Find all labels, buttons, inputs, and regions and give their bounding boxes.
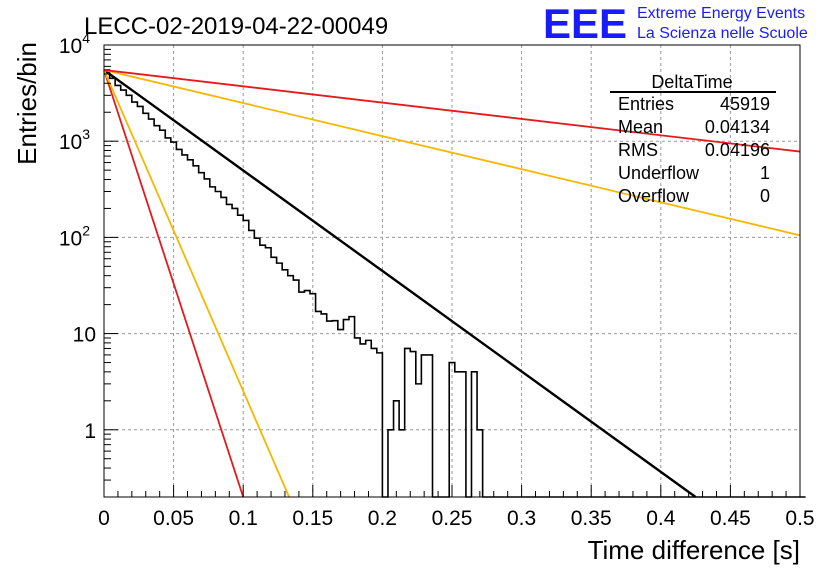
x-tick-labels: 0 0.05 0.1 0.15 0.2 0.25 0.3 0.35 0.4 0.45 0.5 xyxy=(98,507,814,530)
x-axis-label: Time difference [s] xyxy=(588,535,800,565)
fit-line xyxy=(103,69,290,498)
y-tick-exponent: 3 xyxy=(82,126,90,142)
stats-value: 1 xyxy=(760,163,770,183)
grid xyxy=(104,45,800,497)
y-tick-label: 103 xyxy=(59,126,90,154)
fit-line xyxy=(103,69,245,498)
y-tick-label: 1 xyxy=(84,420,96,443)
x-tick-label: 0.25 xyxy=(432,507,473,530)
fit-lines xyxy=(103,69,801,498)
y-tick-base: 1 xyxy=(84,420,96,443)
y-tick-base: 10 xyxy=(59,131,82,154)
logo-line-1: Extreme Energy Events xyxy=(637,5,805,22)
y-tick-label: 10 xyxy=(73,324,96,347)
x-tick-label: 0.05 xyxy=(153,507,194,530)
eee-logo-mark: EEE xyxy=(543,0,627,47)
stats-value: 0.04196 xyxy=(705,140,770,160)
y-axis-label: Entries/bin xyxy=(12,42,42,165)
stats-label: Mean xyxy=(618,117,663,137)
x-tick-label: 0.35 xyxy=(571,507,612,530)
stats-rows: Entries 45919 Mean 0.04134 RMS 0.04196Underfl… xyxy=(618,94,770,206)
chart-title: LECC-02-2019-04-22-00049 xyxy=(84,13,388,40)
x-tick-label: 0.4 xyxy=(646,507,676,530)
logo-line-2: La Scienza nelle Scuole xyxy=(637,25,808,42)
y-tick-exponent: 2 xyxy=(82,222,90,238)
x-tick-label: 0 xyxy=(98,507,110,530)
y-tick-base: 10 xyxy=(59,227,82,250)
stats-label: RMS xyxy=(618,140,658,160)
x-tick-label: 0.3 xyxy=(507,507,536,530)
y-tick-exponent: 4 xyxy=(82,30,90,46)
fit-line xyxy=(103,69,801,153)
eee-logo: EEE Extreme Energy Events La Scienza nel… xyxy=(543,0,808,47)
x-tick-label: 0.1 xyxy=(229,507,258,530)
histogram-steps xyxy=(104,69,806,498)
x-tick-label: 0.2 xyxy=(368,507,397,530)
y-tick-base: 10 xyxy=(73,324,96,347)
x-tick-label: 0.45 xyxy=(710,507,751,530)
x-tick-label: 0.5 xyxy=(785,507,814,530)
y-tick-label: 104 xyxy=(59,30,90,58)
stats-label: Entries xyxy=(618,94,674,114)
stats-value: 0 xyxy=(760,186,770,206)
histogram xyxy=(104,69,806,498)
stats-title: DeltaTime xyxy=(651,72,732,92)
fit-line xyxy=(103,69,697,498)
y-tick-label: 102 xyxy=(59,222,90,250)
y-tick-base: 10 xyxy=(59,35,82,58)
fit-line xyxy=(103,69,801,237)
axis-ticks xyxy=(103,44,801,498)
stats-label: Underflow xyxy=(618,163,700,183)
stats-label: Overflow xyxy=(618,186,690,206)
stats-value: 45919 xyxy=(720,94,770,114)
x-tick-label: 0.15 xyxy=(292,507,333,530)
stats-box: DeltaTime Entries 45919 Mean 0.04134 RMS 0.04… xyxy=(610,72,776,206)
stats-value: 0.04134 xyxy=(705,117,770,137)
